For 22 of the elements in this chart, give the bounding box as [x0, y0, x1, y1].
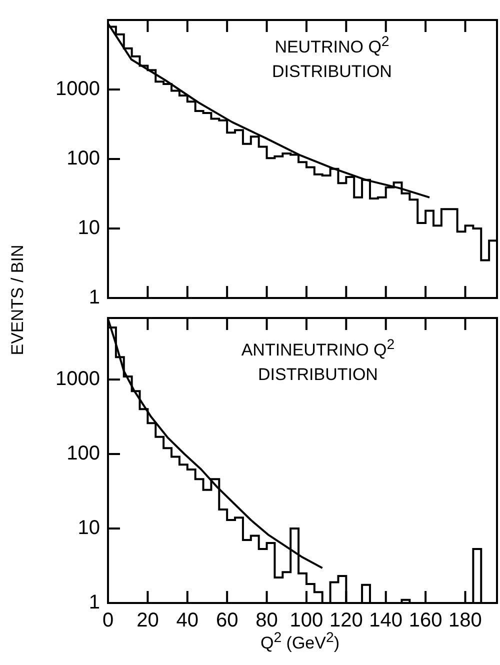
x-tick-label: 120: [329, 610, 363, 632]
x-tick-label: 140: [369, 610, 403, 632]
y-tick-label: 1000: [56, 78, 100, 100]
text: ANTINEUTRINO Q$^{2}$ DISTRIBUTION: [240, 336, 396, 386]
x-tick-label: 180: [448, 610, 482, 632]
x-tick-label: 160: [408, 610, 442, 632]
y-tick-label: 100: [66, 148, 100, 170]
x-axis-title: Q$^{2}$ (GeV$^{2}$): [260, 630, 340, 654]
x-tick-label: 40: [176, 610, 199, 632]
y-tick-label: 1000: [56, 368, 100, 390]
x-tick-label: 0: [102, 610, 114, 632]
x-tick-label: 60: [216, 610, 238, 632]
y-tick-label: 1: [88, 592, 100, 614]
y-tick-label: 10: [78, 517, 100, 540]
x-tick-label: 100: [290, 610, 324, 632]
y-tick-label: 100: [66, 442, 100, 465]
y-axis-title: EVENTS / BIN: [8, 244, 28, 356]
y-tick-label: 1: [88, 286, 100, 309]
text: NEUTRINO Q$^{2}$ DISTRIBUTION: [271, 33, 393, 83]
x-tick-label: 20: [136, 610, 159, 632]
x-tick-label: 80: [256, 610, 278, 632]
y-tick-label: 10: [78, 217, 100, 240]
